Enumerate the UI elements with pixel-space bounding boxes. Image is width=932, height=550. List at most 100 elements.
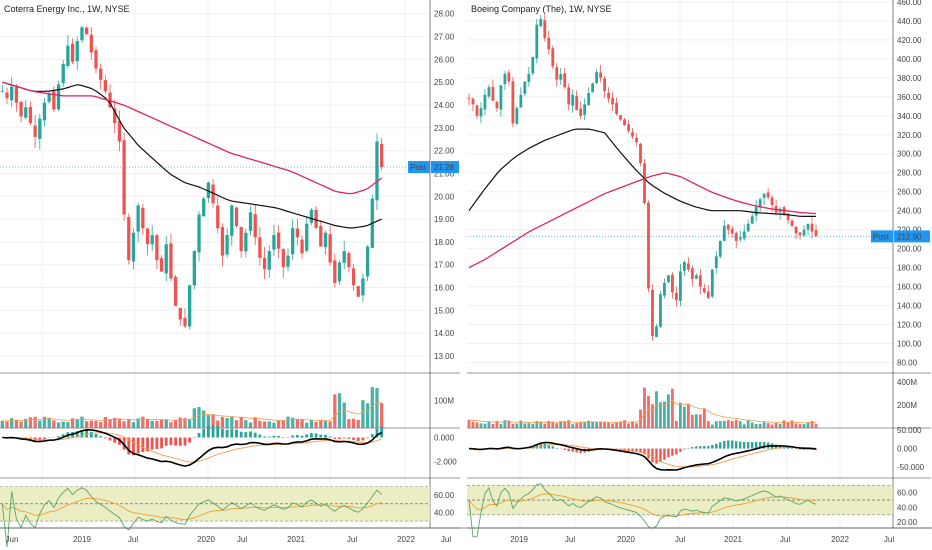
volume-bar <box>272 422 276 428</box>
candle-body <box>202 198 206 217</box>
candle-body <box>14 87 19 103</box>
time-axis-label: 2021 <box>724 535 742 544</box>
price-tick-label: 17.00 <box>434 261 455 270</box>
candle-body <box>547 37 551 50</box>
volume-bar <box>686 403 690 428</box>
volume-bar <box>511 423 515 428</box>
candle-body <box>647 202 650 289</box>
candle-body <box>794 226 798 234</box>
volume-bar <box>615 421 618 428</box>
volume-bar <box>750 422 754 428</box>
candle-body <box>599 72 603 78</box>
candle-body <box>103 80 108 92</box>
candle-body <box>197 214 201 253</box>
candle-body <box>694 275 698 279</box>
macd-line <box>2 428 383 467</box>
volume-bar <box>295 418 300 428</box>
volume-bar <box>225 418 229 428</box>
volume-bar <box>551 421 555 428</box>
volume-bar <box>276 420 281 428</box>
volume-bar <box>710 424 714 428</box>
candle-body <box>603 78 607 92</box>
volume-bar <box>356 419 360 428</box>
price-tick-label: 16.00 <box>434 284 455 293</box>
candle-body <box>754 206 758 216</box>
candle-body <box>758 199 762 208</box>
candle-body <box>145 228 150 245</box>
volume-bar <box>370 387 374 428</box>
candle-body <box>467 97 471 99</box>
candle-body <box>380 143 384 168</box>
candle-body <box>567 87 571 105</box>
price-tick-label: 15.00 <box>434 306 455 315</box>
volume-ma-line <box>468 399 817 424</box>
volume-bar <box>754 424 758 428</box>
time-axis-label: 2019 <box>510 535 528 544</box>
volume-bar <box>690 414 694 428</box>
volume-bar <box>19 421 23 428</box>
time-axis-label: Jul <box>565 535 575 544</box>
candle-body <box>539 18 543 27</box>
volume-bar <box>122 421 126 428</box>
volume-bar <box>136 418 140 428</box>
candle-body <box>726 224 730 230</box>
candle-body <box>627 124 630 131</box>
volume-bar <box>52 420 56 428</box>
candle-body <box>706 291 710 298</box>
volume-bar <box>24 418 28 428</box>
candle-body <box>551 48 555 67</box>
volume-bar <box>651 404 654 428</box>
candle-body <box>690 268 694 279</box>
candle-body <box>591 83 595 93</box>
price-tick-label: 27.00 <box>434 33 455 42</box>
volume-bar <box>262 421 267 428</box>
price-tick-label: 28.00 <box>434 10 455 19</box>
volume-bar <box>730 421 734 428</box>
volume-ma-line <box>2 402 382 422</box>
rsi-tick-label: 20.00 <box>897 518 918 527</box>
price-tick-label: 14.00 <box>434 329 455 338</box>
volume-bar <box>527 423 531 428</box>
candle-body <box>80 27 84 41</box>
candle-body <box>635 137 638 143</box>
sma-short-line <box>2 81 382 229</box>
volume-bar <box>164 419 168 428</box>
candle-body <box>70 43 75 62</box>
volume-bar <box>328 421 332 428</box>
volume-bar <box>475 422 479 428</box>
volume-bar <box>10 418 14 428</box>
rsi-tick-label: 40.00 <box>897 503 918 512</box>
boeing-chart[interactable]: 460.00 440.00 420.00 400.00 380.00 360.00 340.… <box>467 0 931 538</box>
volume-bar <box>337 393 342 428</box>
candle-body <box>786 213 790 221</box>
volume-bar <box>635 423 638 428</box>
volume-bar <box>211 414 215 428</box>
candle-body <box>479 108 483 117</box>
volume-bar <box>806 422 810 428</box>
volume-bar <box>519 420 523 428</box>
candle-body <box>563 73 567 88</box>
sma-short-line <box>468 128 816 217</box>
candle-body <box>806 223 810 230</box>
candle-body <box>531 56 535 74</box>
candle-body <box>671 274 674 293</box>
coterra-chart[interactable]: 28.00 27.00 26.00 25.00 24.00 23.00 22.00 21.00… <box>0 0 460 548</box>
volume-bar <box>192 408 196 428</box>
price-tick-label: 420.00 <box>897 36 922 45</box>
candle-body <box>762 193 766 198</box>
volume-bar <box>375 388 379 428</box>
volume-bar <box>56 422 61 428</box>
volume-bar <box>802 424 806 428</box>
time-axis-label: Jul <box>237 535 247 544</box>
volume-bar <box>127 419 131 428</box>
volume-bar <box>141 416 145 428</box>
macd-tick-label: 0.000 <box>897 445 918 454</box>
candle-body <box>527 74 531 82</box>
time-axis-label: 2022 <box>831 535 849 544</box>
volume-bar <box>782 420 786 428</box>
candle-body <box>651 289 654 336</box>
candle-body <box>559 74 563 80</box>
volume-bar <box>239 417 243 428</box>
candle-body <box>276 232 281 249</box>
